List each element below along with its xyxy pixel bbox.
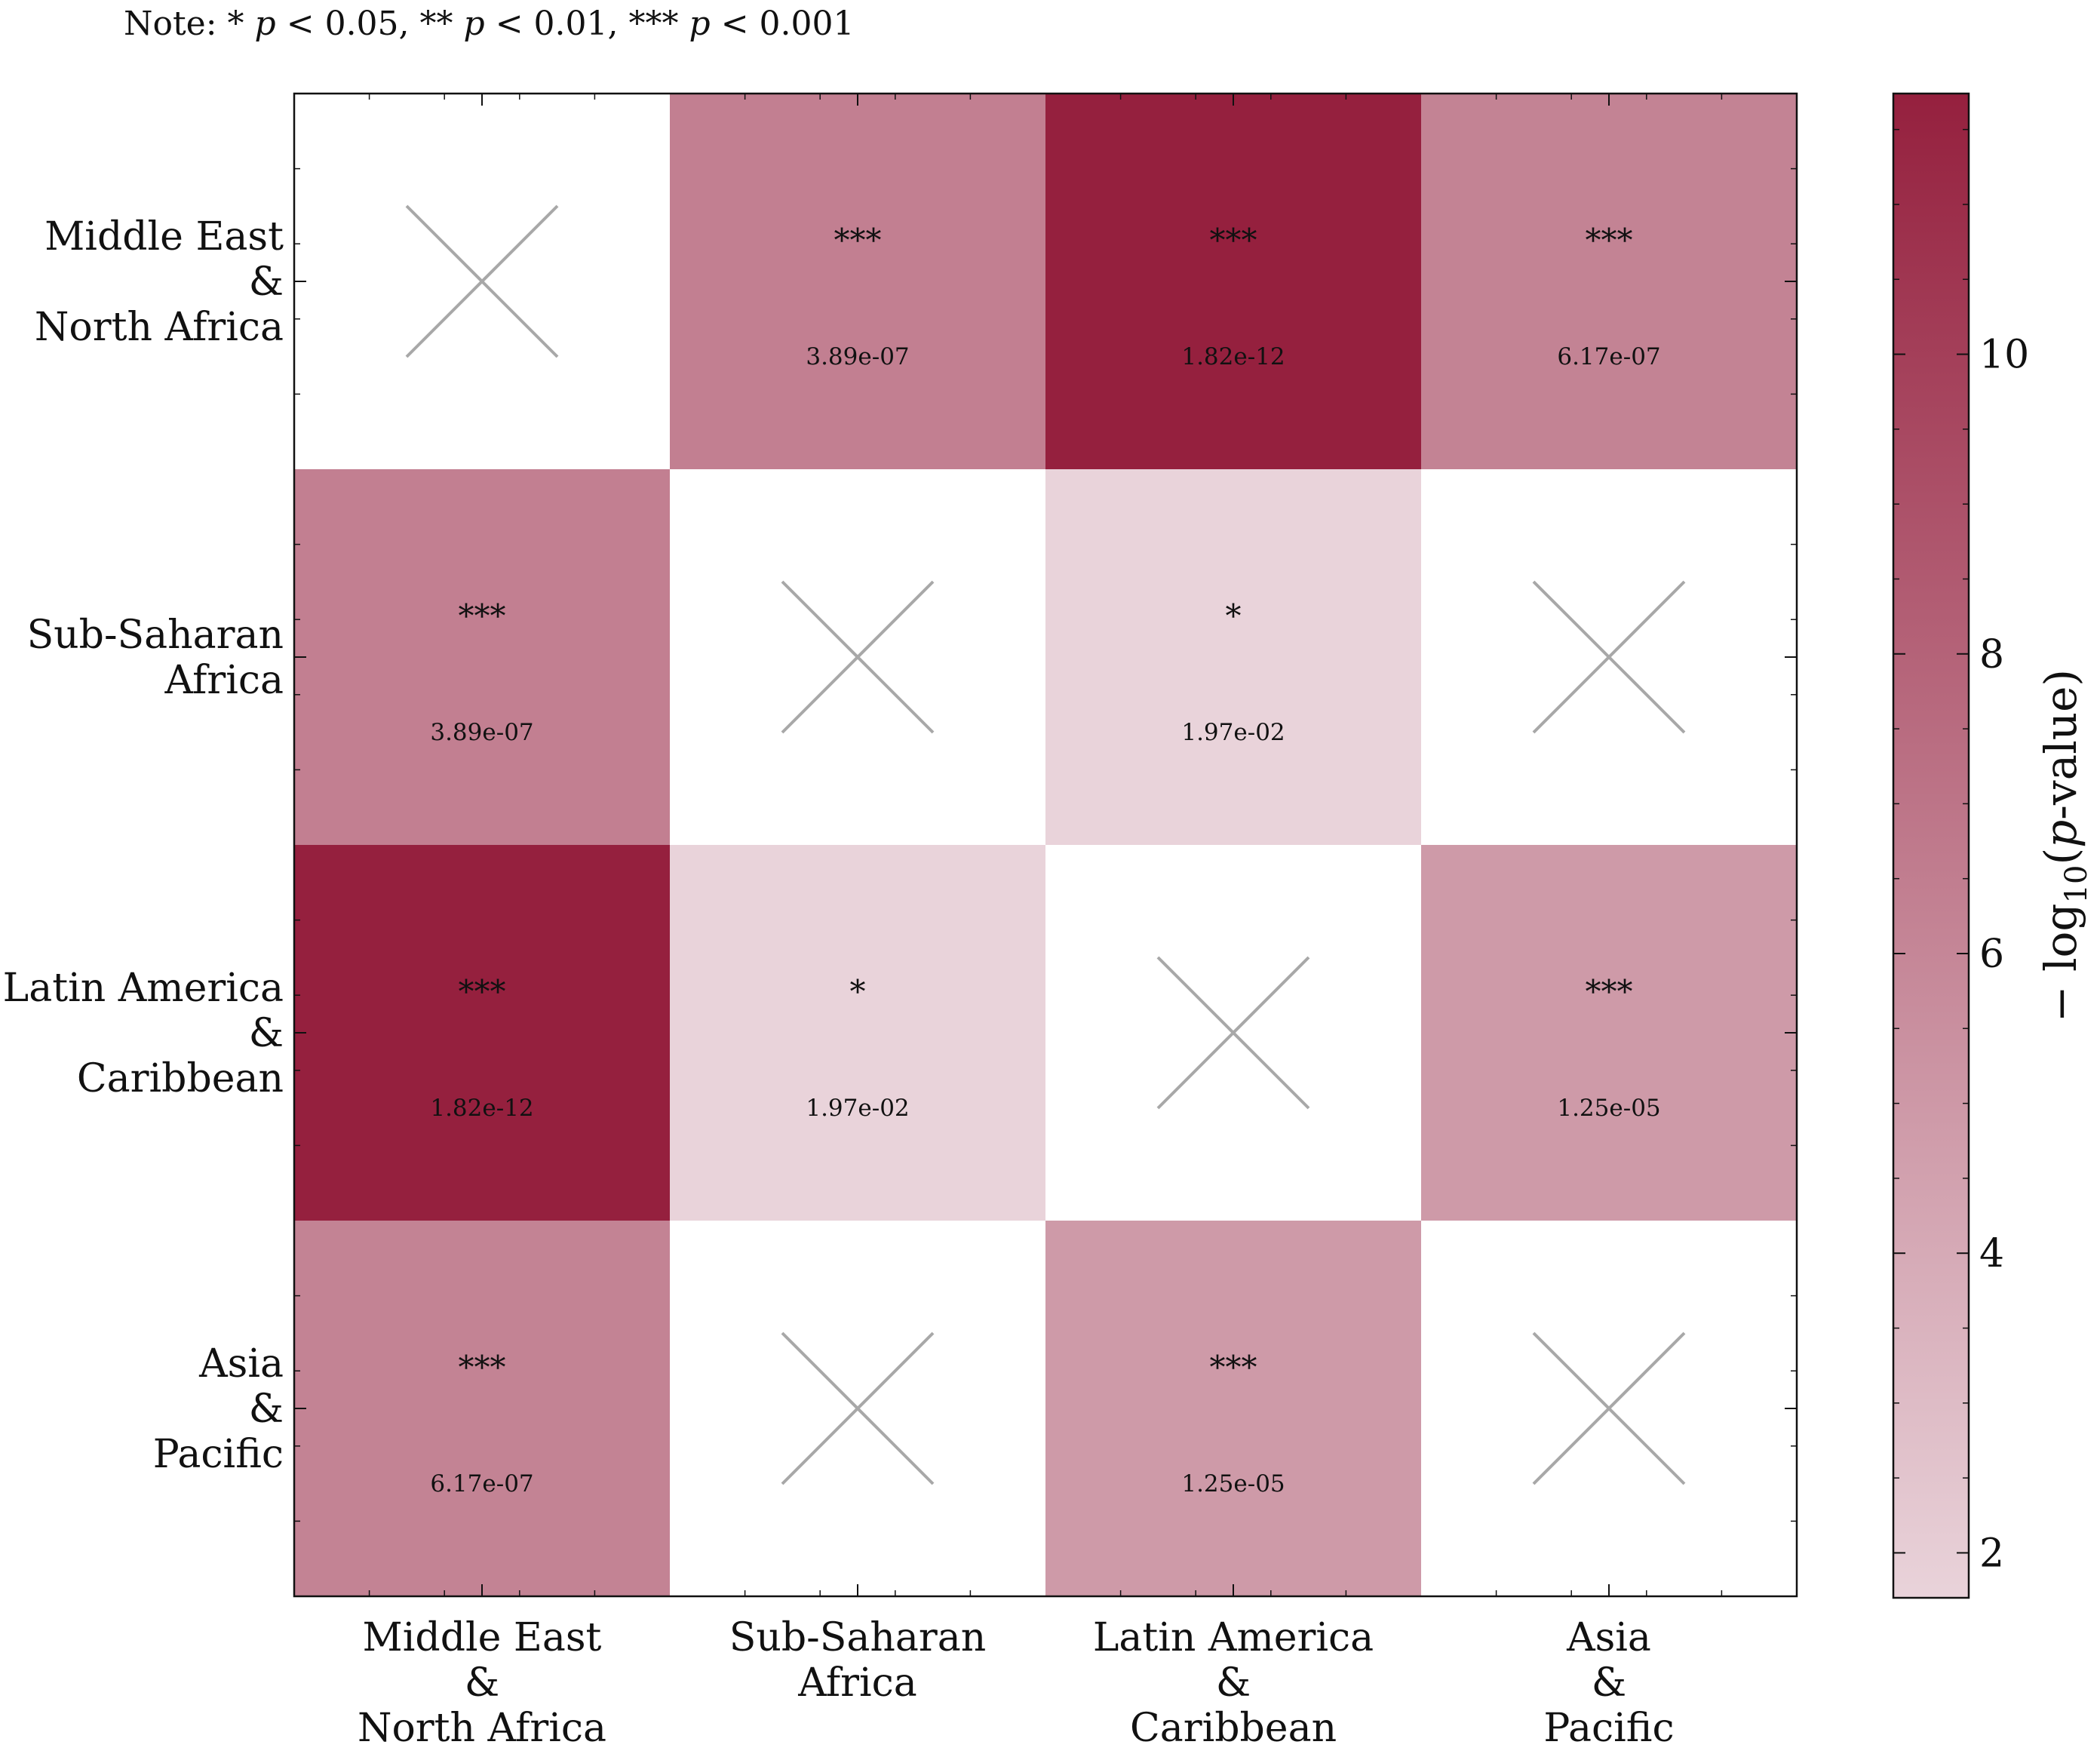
heatmap-cell: [1421, 845, 1797, 1221]
significance-stars: *: [1226, 597, 1242, 634]
significance-stars: ***: [459, 1349, 506, 1386]
heatmap-cell: [1421, 94, 1797, 469]
pvalue-label: 1.82e-12: [430, 1095, 533, 1122]
significance-stars: ***: [834, 222, 882, 259]
significance-stars: ***: [459, 597, 506, 634]
heatmap-cell: [1045, 1221, 1421, 1596]
pvalue-label: 1.97e-02: [1181, 719, 1285, 746]
y-tick-label: Latin America & Caribbean: [3, 966, 284, 1101]
heatmap-cell: [670, 845, 1045, 1221]
colorbar-tick-label: 6: [1979, 932, 2004, 977]
significance-stars: ***: [1586, 973, 1633, 1010]
x-tick-label: Middle East & North Africa: [358, 1615, 606, 1751]
significance-stars: ***: [1210, 222, 1257, 259]
significance-note: Note: * p < 0.05, ** p < 0.01, *** p < 0…: [124, 5, 855, 43]
empty-cell-cross-line: [1156, 956, 1310, 1110]
empty-cell-cross-line: [405, 204, 559, 358]
y-tick-label: Middle East & North Africa: [35, 214, 284, 350]
heatmap-cell: [1045, 94, 1421, 469]
empty-cell-cross-line: [781, 580, 935, 734]
heatmap-cell: [670, 94, 1045, 469]
empty-cell-cross-line: [1532, 1332, 1686, 1485]
colorbar-gradient: [1892, 92, 1970, 1599]
pvalue-label: 3.89e-07: [430, 719, 533, 746]
colorbar-tick-label: 2: [1979, 1531, 2004, 1576]
y-tick-label: Sub-Saharan Africa: [27, 613, 284, 703]
pvalue-label: 6.17e-07: [430, 1470, 533, 1497]
colorbar-label: − log10(p-value): [2035, 669, 2094, 1022]
x-tick-label: Sub-Saharan Africa: [729, 1615, 986, 1706]
significance-stars: *: [850, 973, 866, 1010]
pvalue-label: 1.82e-12: [1181, 343, 1285, 370]
colorbar-tick-label: 4: [1979, 1231, 2004, 1276]
empty-cell-cross-line: [1532, 580, 1686, 734]
pvalue-label: 1.97e-02: [806, 1095, 909, 1122]
significance-stars: ***: [1210, 1349, 1257, 1386]
heatmap-cells: *** 3.89e-07 *** 1.82e-12 *** 6.17e-07 *** 3.89…: [294, 94, 1797, 1596]
axis-labels: Middle East & North Africa Sub-Saharan Afric…: [3, 214, 1675, 1751]
heatmap-border: [293, 92, 1798, 1598]
pvalue-label: 1.25e-05: [1557, 1095, 1660, 1122]
y-tick-label: Asia & Pacific: [153, 1341, 284, 1477]
empty-cell-cross-line: [781, 1332, 935, 1485]
heatmap-cell: [1045, 469, 1421, 845]
colorbar: 2 4 6 8 10 − log10(p-value): [1892, 92, 2094, 1599]
x-tick-label: Latin America & Caribbean: [1093, 1615, 1374, 1751]
pvalue-label: 3.89e-07: [806, 343, 909, 370]
significance-stars: ***: [1586, 222, 1633, 259]
pvalue-label: 6.17e-07: [1557, 343, 1660, 370]
heatmap-frame: [293, 92, 1798, 1598]
heatmap-cell: [294, 845, 670, 1221]
pvalue-label: 1.25e-05: [1181, 1470, 1285, 1497]
colorbar-tick-label: 8: [1979, 632, 2004, 677]
heatmap-cell: [294, 469, 670, 845]
heatmap-cell: [294, 1221, 670, 1596]
x-tick-label: Asia & Pacific: [1543, 1615, 1674, 1751]
colorbar-tick-label: 10: [1979, 333, 2029, 378]
significance-stars: ***: [459, 973, 506, 1010]
